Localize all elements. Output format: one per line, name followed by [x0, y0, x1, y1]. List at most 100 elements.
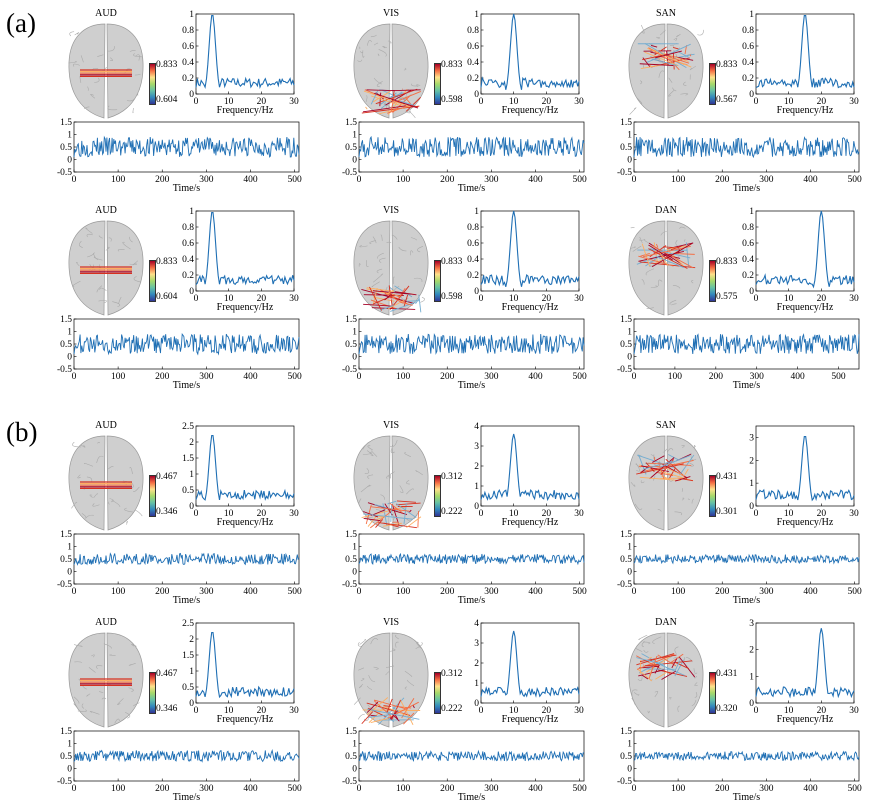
- timeseries-ytick: 1: [627, 131, 632, 141]
- timeseries-xtick: 400: [528, 587, 543, 597]
- timeseries-ytick: -0.5: [617, 168, 632, 178]
- timeseries-xtick: 0: [357, 784, 362, 794]
- colorbar: [434, 475, 441, 517]
- timeseries-xtick: 100: [668, 372, 683, 382]
- colorbar: [149, 63, 156, 105]
- spectrum-ytick: 0.6: [742, 239, 754, 249]
- timeseries-ytick: -0.5: [342, 365, 357, 375]
- timeseries-ytick: 0: [67, 156, 72, 166]
- timeseries-xtick: 400: [528, 175, 543, 185]
- timeseries-ytick: 1.5: [345, 530, 357, 540]
- network-name: DAN: [636, 205, 696, 216]
- colorbar-min: 0.604: [156, 95, 177, 105]
- spectrum-ytick: 2.5: [182, 619, 194, 629]
- timeseries-ytick: 0.5: [60, 555, 72, 565]
- spectrum-ytick: 1: [749, 672, 754, 682]
- colorbar: [709, 672, 716, 714]
- timeseries-ytick: 0: [627, 156, 632, 166]
- spectrum-xtick: 0: [194, 509, 199, 519]
- timeseries-ytick: 1.5: [60, 727, 72, 737]
- timeseries-xtick: 200: [155, 587, 170, 597]
- spectrum-xlabel: Frequency/Hz: [502, 517, 559, 528]
- timeseries-ytick: 1.5: [620, 727, 632, 737]
- spectrum-line: [481, 211, 579, 287]
- spectrum-xlabel: Frequency/Hz: [217, 517, 274, 528]
- colorbar: [709, 63, 716, 105]
- spectrum-ytick: 0.4: [742, 255, 754, 265]
- timeseries-xtick: 100: [396, 587, 411, 597]
- network-name: AUD: [76, 205, 136, 216]
- spectrum-ytick: 0.6: [182, 239, 194, 249]
- brain-connectivity-map: [64, 217, 148, 319]
- colorbar-min: 0.222: [441, 704, 462, 714]
- timeseries-xtick: 300: [759, 175, 774, 185]
- spectrum-ytick: 1: [189, 10, 194, 20]
- spectrum-ytick: 0.6: [467, 239, 479, 249]
- spectrum-ytick: 0.8: [742, 223, 754, 233]
- timeseries-xtick: 200: [715, 784, 730, 794]
- spectrum-ytick: 4: [474, 422, 479, 432]
- timeseries-xtick: 300: [484, 784, 499, 794]
- colorbar-max: 0.431: [716, 472, 737, 482]
- brain-connectivity-map: [349, 20, 433, 122]
- timeseries-xtick: 200: [715, 175, 730, 185]
- timeseries-ytick: 1.5: [60, 315, 72, 325]
- timeseries-ytick: 1: [67, 328, 72, 338]
- network-name: AUD: [76, 617, 136, 628]
- spectrum-ytick: 2: [749, 646, 754, 656]
- spectrum-ytick: 0.6: [742, 42, 754, 52]
- timeseries-xtick: 0: [357, 175, 362, 185]
- timeseries-xtick: 0: [357, 372, 362, 382]
- timeseries-xtick: 100: [111, 784, 126, 794]
- timeseries-line: [634, 137, 859, 157]
- timeseries-ytick: 1.5: [345, 727, 357, 737]
- timeseries-ytick: 1.5: [60, 118, 72, 128]
- timeseries-xtick: 0: [632, 372, 637, 382]
- timeseries-ytick: 0.5: [60, 143, 72, 153]
- timeseries-xtick: 500: [572, 372, 587, 382]
- timeseries-ytick: 0: [67, 568, 72, 578]
- timeseries-xtick: 300: [484, 587, 499, 597]
- colorbar: [434, 672, 441, 714]
- timeseries-xtick: 400: [803, 784, 818, 794]
- spectrum-ytick: 1: [749, 10, 754, 20]
- spectrum-ytick: 0.4: [182, 255, 194, 265]
- timeseries-xtick: 0: [72, 372, 77, 382]
- timeseries-ytick: 0.5: [60, 340, 72, 350]
- spectrum-ytick: 0.8: [467, 26, 479, 36]
- colorbar-min: 0.222: [441, 507, 462, 517]
- spectrum-line: [196, 213, 294, 285]
- timeseries-ytick: 0: [627, 765, 632, 775]
- spectrum-xtick: 30: [289, 97, 299, 107]
- timeseries-xtick: 200: [440, 784, 455, 794]
- spectrum-xtick: 0: [754, 706, 759, 716]
- timeseries-ytick: 1: [627, 740, 632, 750]
- spectrum-line: [756, 211, 854, 287]
- timeseries-line: [74, 750, 299, 761]
- timeseries-xtick: 500: [847, 175, 862, 185]
- timeseries-xtick: 0: [72, 587, 77, 597]
- timeseries-ytick: -0.5: [617, 777, 632, 787]
- timeseries-xtick: 300: [484, 372, 499, 382]
- colorbar-min: 0.301: [716, 507, 737, 517]
- timeseries-ytick: -0.5: [617, 580, 632, 590]
- colorbar-min: 0.604: [156, 292, 177, 302]
- colorbar-max: 0.833: [716, 257, 737, 267]
- spectrum-ytick: 2: [474, 462, 479, 472]
- colorbar: [149, 260, 156, 302]
- timeseries-line: [74, 137, 299, 157]
- timeseries-xtick: 500: [831, 372, 846, 382]
- network-name: VIS: [361, 205, 421, 216]
- timeseries-ytick: -0.5: [57, 168, 72, 178]
- spectrum-line: [481, 14, 579, 90]
